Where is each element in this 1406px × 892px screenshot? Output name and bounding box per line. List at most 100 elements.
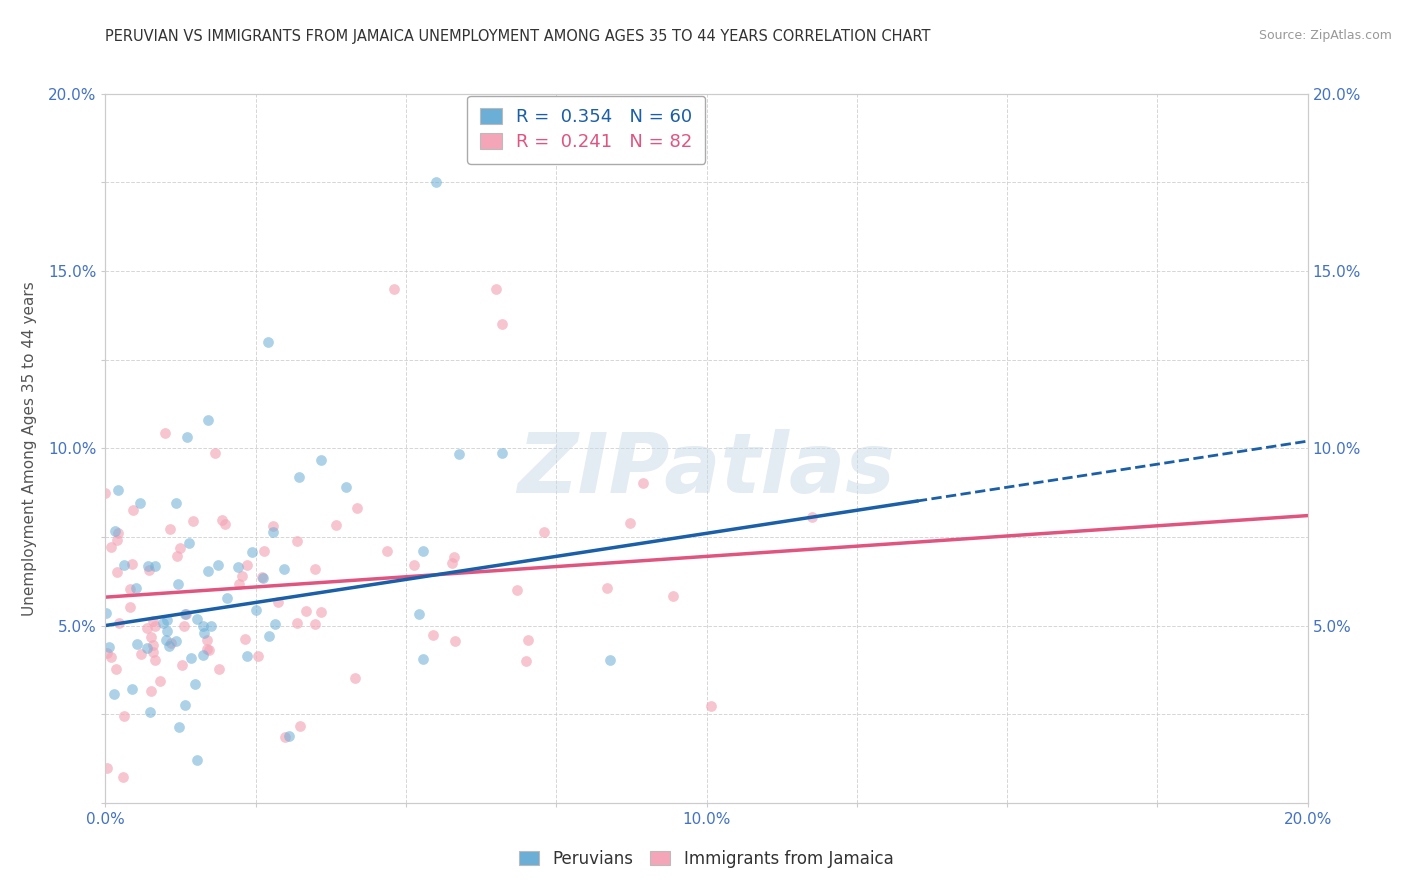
Point [288,469,311,483]
Point [208,662,231,676]
Point [165,634,187,648]
Point [135,640,157,655]
Point [97,640,120,654]
Point [204,446,226,460]
Point [485,282,508,296]
Point [105,533,128,547]
Point [599,653,621,667]
Point [186,753,208,767]
Point [114,709,136,723]
Point [246,648,269,663]
Point [444,634,467,648]
Point [412,651,434,665]
Point [139,683,162,698]
Point [121,681,143,696]
Legend: Peruvians, Immigrants from Jamaica: Peruvians, Immigrants from Jamaica [512,841,901,876]
Point [231,569,253,583]
Text: ZIPatlas: ZIPatlas [517,429,896,510]
Point [273,562,295,576]
Point [491,445,513,459]
Point [104,524,127,538]
Point [160,636,183,650]
Point [343,671,366,685]
Point [173,619,195,633]
Point [94,607,117,621]
Point [200,619,222,633]
Point [107,483,129,497]
Point [197,413,219,427]
Point [252,571,274,585]
Point [167,720,190,734]
Point [422,628,444,642]
Point [595,581,617,595]
Point [96,646,118,660]
Point [157,639,180,653]
Point [309,605,332,619]
Point [174,607,197,622]
Point [166,549,188,563]
Point [257,629,280,643]
Point [120,582,142,596]
Point [304,617,326,632]
Point [112,558,135,573]
Point [143,653,166,667]
Point [107,525,129,540]
Point [193,626,215,640]
Point [135,621,157,635]
Point [125,582,148,596]
Point [267,594,290,608]
Point [662,589,685,603]
Point [425,175,447,189]
Point [96,761,118,775]
Point [700,699,723,714]
Point [121,557,143,571]
Point [207,558,229,573]
Point [233,632,256,647]
Point [181,514,204,528]
Point [136,559,159,574]
Point [325,518,347,533]
Point [408,607,430,622]
Point [440,556,463,570]
Y-axis label: Unemployment Among Ages 35 to 44 years: Unemployment Among Ages 35 to 44 years [22,281,37,615]
Point [143,619,166,633]
Point [156,614,179,628]
Point [197,564,219,578]
Point [278,729,301,743]
Point [100,540,122,554]
Point [515,654,537,668]
Point [142,645,165,659]
Point [335,480,357,494]
Point [139,630,162,644]
Point [211,513,233,527]
Point [193,618,215,632]
Point [491,317,513,331]
Point [197,643,219,657]
Point [155,632,177,647]
Point [103,687,125,701]
Point [107,615,129,630]
Point [183,677,205,691]
Point [256,334,278,349]
Point [120,600,142,615]
Point [129,496,152,510]
Point [176,430,198,444]
Point [100,649,122,664]
Point [127,637,149,651]
Point [245,603,267,617]
Point [382,282,405,296]
Point [533,525,555,540]
Point [264,616,287,631]
Point [177,536,200,550]
Point [215,591,238,606]
Point [236,649,259,664]
Point [262,519,284,533]
Point [143,558,166,573]
Point [228,560,250,574]
Point [228,576,250,591]
Text: PERUVIAN VS IMMIGRANTS FROM JAMAICA UNEMPLOYMENT AMONG AGES 35 TO 44 YEARS CORRE: PERUVIAN VS IMMIGRANTS FROM JAMAICA UNEM… [105,29,931,44]
Point [122,503,145,517]
Point [159,522,181,536]
Point [800,510,823,524]
Point [180,651,202,665]
